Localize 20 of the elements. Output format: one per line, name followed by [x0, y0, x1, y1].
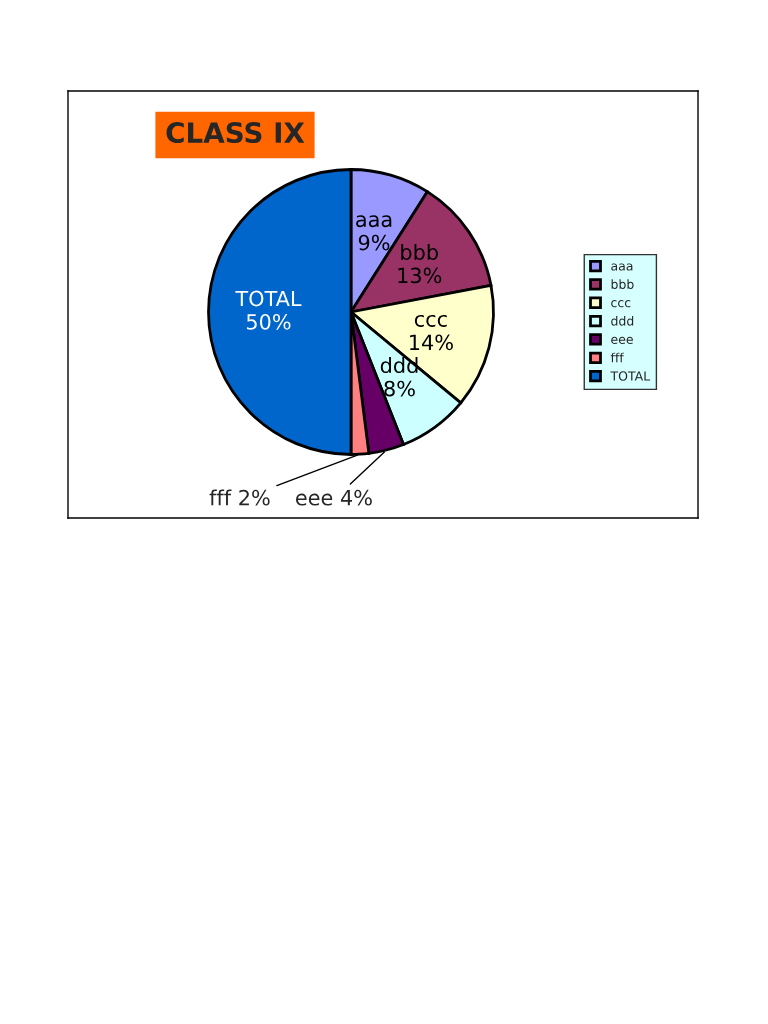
data-label: 9% — [358, 234, 390, 251]
legend-label: fff — [610, 352, 624, 363]
legend-label: TOTAL — [610, 371, 651, 381]
slice-label: ddd — [380, 357, 418, 374]
slice-label: aaa — [356, 215, 392, 228]
data-label: 13% — [398, 267, 442, 284]
slice-label: ccc — [414, 314, 447, 327]
legend-label: ccc — [611, 300, 631, 308]
category-label: fff 2% — [209, 489, 270, 506]
data-label: 50% — [246, 313, 291, 330]
legend-label: ddd — [611, 315, 634, 326]
data-label: 8% — [384, 380, 415, 397]
slice-label: TOTAL — [235, 290, 302, 307]
legend-label: aaa — [611, 263, 633, 271]
legend-label: bbb — [611, 279, 634, 289]
data-label: 14% — [410, 334, 453, 351]
chart-title: CLASS IX — [166, 122, 305, 144]
legend-label: eee — [611, 336, 633, 344]
category-label: eee 4% — [296, 489, 372, 506]
slice-label: bbb — [401, 243, 438, 261]
